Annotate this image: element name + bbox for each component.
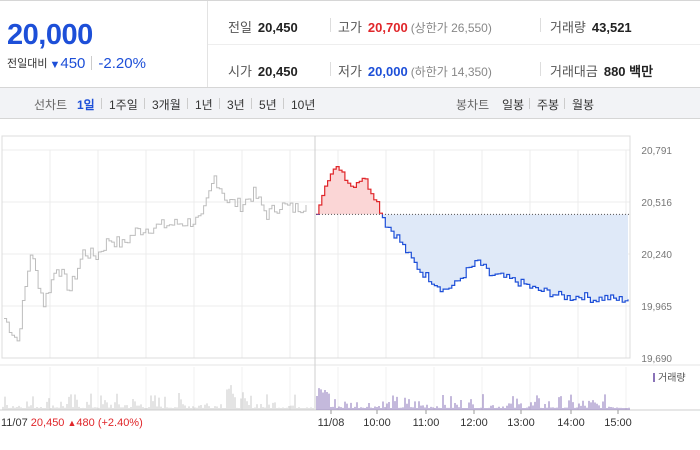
volume-legend: 거래량 xyxy=(658,372,686,384)
divider xyxy=(187,98,188,109)
prev-day-date: 11/07 xyxy=(1,417,31,429)
divider xyxy=(101,98,102,109)
prev-day-line xyxy=(4,175,307,342)
change-percent: -2.20% xyxy=(98,55,146,72)
candle-weekly[interactable]: 주봉 xyxy=(537,98,560,112)
period-10y[interactable]: 10년 xyxy=(291,98,316,112)
stat-prev-close: 전일 20,450 xyxy=(228,20,298,35)
period-1w[interactable]: 1주일 xyxy=(109,98,138,112)
divider xyxy=(283,98,284,109)
up-arrow-icon: ▲ xyxy=(67,418,76,428)
area-fill-below xyxy=(382,214,628,303)
x-tick-label: 11:00 xyxy=(413,417,440,429)
x-tick-label: 14:00 xyxy=(557,417,585,429)
volume-legend-swatch xyxy=(653,373,655,382)
divider xyxy=(540,18,541,32)
quote-summary: 20,000 전일대비 ▼450 -2.20% 전일 20,450 고가 20,700(… xyxy=(0,0,700,88)
x-tick-label: 11/08 xyxy=(318,417,345,429)
today-line-up xyxy=(316,166,383,215)
candle-daily[interactable]: 일봉 xyxy=(502,98,525,112)
period-1d[interactable]: 1일 xyxy=(77,98,95,112)
stat-high: 고가 20,700 (상한가 26,550) xyxy=(338,20,492,35)
divider xyxy=(208,44,700,45)
prev-day-close: 20,450 xyxy=(31,417,68,429)
x-tick-label: 10:00 xyxy=(363,417,391,429)
divider xyxy=(330,18,331,32)
period-3y[interactable]: 3년 xyxy=(227,98,245,112)
divider xyxy=(540,62,541,76)
down-arrow-icon: ▼ xyxy=(49,59,61,71)
period-3m[interactable]: 3개월 xyxy=(152,98,181,112)
chart-toolbar: 선차트 1일 1주일 3개월 1년 3년 5년 10년 봉차트 일봉 주봉 월봉 xyxy=(0,88,700,119)
price-chart: 20,791 20,516 20,240 19,965 19,690 거래량 11/08 10… xyxy=(0,135,700,429)
price-box: 20,000 전일대비 ▼450 -2.20% xyxy=(0,1,208,87)
stat-turnover: 거래대금 880 백만 xyxy=(550,64,654,79)
y-tick-label: 20,791 xyxy=(641,146,672,157)
change-value: 450 xyxy=(60,55,86,72)
divider xyxy=(330,62,331,76)
y-tick-label: 20,240 xyxy=(641,250,672,261)
stat-low: 저가 20,000 (하한가 14,350) xyxy=(338,64,492,79)
divider xyxy=(564,98,565,109)
divider xyxy=(529,98,530,109)
y-tick-label: 20,516 xyxy=(641,198,672,209)
stat-volume: 거래량 43,521 xyxy=(550,20,632,35)
divider xyxy=(251,98,252,109)
stat-open: 시가 20,450 xyxy=(228,64,298,79)
plot-frame xyxy=(1,135,631,359)
today-line-down xyxy=(316,214,629,303)
current-price: 20,000 xyxy=(7,19,93,51)
prev-day-change: 480 (+2.40%) xyxy=(76,417,142,429)
prev-day-caption: 11/07 20,450 ▲480 (+2.40%) xyxy=(1,417,143,429)
divider xyxy=(219,98,220,109)
candle-monthly[interactable]: 월봉 xyxy=(572,98,595,112)
period-1y[interactable]: 1년 xyxy=(195,98,213,112)
candle-chart-label: 봉차트 xyxy=(456,98,490,112)
period-5y[interactable]: 5년 xyxy=(259,98,277,112)
y-tick-label: 19,965 xyxy=(641,302,672,313)
y-tick-label: 19,690 xyxy=(641,354,672,365)
x-tick-label: 13:00 xyxy=(507,417,535,429)
divider xyxy=(144,98,145,109)
line-chart-label: 선차트 xyxy=(34,98,68,112)
x-tick-label: 12:00 xyxy=(460,417,488,429)
x-tick-label: 15:00 xyxy=(604,417,632,429)
change-row: 전일대비 ▼450 -2.20% xyxy=(7,55,146,72)
change-label: 전일대비 xyxy=(7,58,48,70)
divider xyxy=(91,56,93,70)
area-fill-above xyxy=(316,166,628,215)
